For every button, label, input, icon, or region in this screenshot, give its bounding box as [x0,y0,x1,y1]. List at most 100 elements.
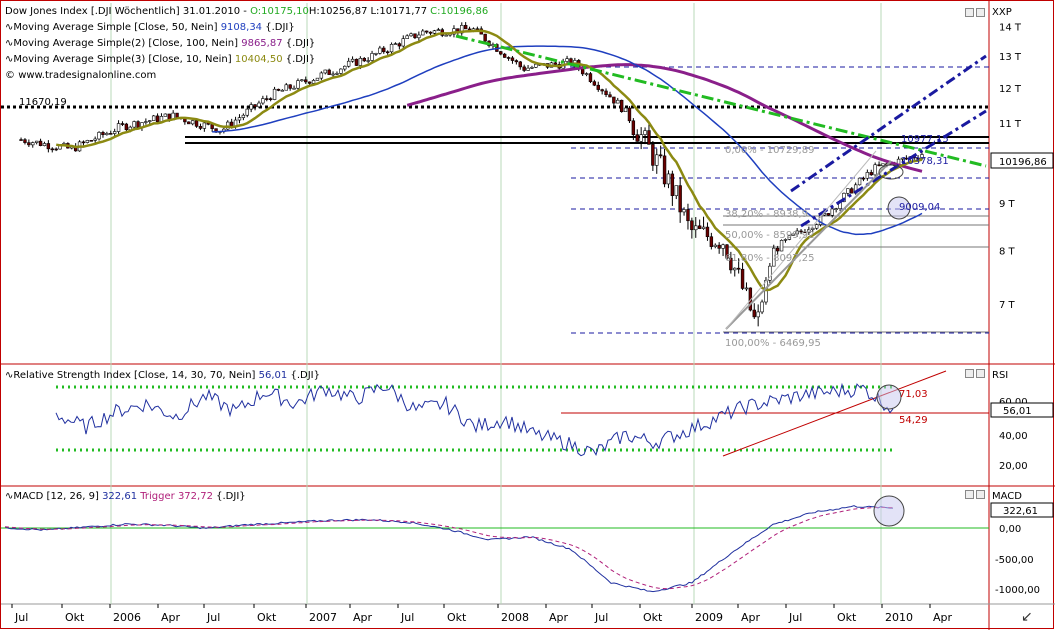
candle-body [27,142,31,146]
resize-arrow-icon[interactable]: ↙ [1021,609,1033,625]
header-open: O:10175,10 [250,6,309,17]
candle-body [296,80,300,89]
candle-body [124,123,129,131]
main-panel-close-button[interactable] [976,8,985,17]
fib-500-label: 50,00% - 8599,92 [725,230,814,241]
macd-panel-close-button[interactable] [976,490,985,499]
candle-body [421,30,425,36]
candle-body [873,164,877,176]
candle-body [522,66,526,71]
candle-body [307,81,312,84]
macd-panel-minimize-button[interactable] [965,490,974,499]
candle-body [811,227,815,230]
main-y-tick: 14 T [999,22,1022,33]
x-axis-label: Apr [549,611,569,624]
candle-body [869,172,873,176]
main-header: Dow Jones Index [.DJI Wöchentlich] 31.01… [5,6,488,81]
rsi-line [55,382,894,457]
ma50-label: Moving Average Simple [Close, 50, Nein] [13,22,217,33]
candle-body [253,104,257,108]
macd-header: ∿MACD [12, 26, 9] 322,61 Trigger 372,72 … [5,491,246,502]
candle-body [284,84,288,91]
candle-body [444,34,448,37]
x-axis-label: Apr [353,611,373,624]
candle-body [136,121,140,128]
candle-body [120,123,125,125]
candle-body [81,141,86,144]
candle-body [155,115,160,123]
macd-axis-title: MACD [992,491,1022,502]
candle-body [670,173,675,196]
candle-body [779,240,784,252]
x-axis-label: Okt [257,611,277,624]
candle-body [272,88,277,100]
candle-body [635,134,639,142]
macd-highlight-circle [873,495,905,527]
candle-body [756,311,760,318]
rsi-panel-minimize-button[interactable] [965,369,974,378]
candle-body [46,143,51,150]
candle-body [144,121,148,123]
main-panel-minimize-button[interactable] [965,8,974,17]
candle-body [109,133,113,135]
x-axis-label: Okt [837,611,857,624]
value-10378-label: 10378,31 [901,156,949,167]
main-y-tick: 11 T [999,119,1022,130]
macd-tick-500: -500,00 [995,555,1034,566]
channel-bottom-line [800,109,987,228]
x-axis-label: Apr [741,611,761,624]
rsi-header-label: Relative Strength Index [Close, 14, 30, … [13,370,255,381]
candle-body [506,57,511,59]
candle-body [596,84,600,90]
fib-100-label: 100,00% - 6469,95 [725,338,821,349]
candle-body [814,224,819,229]
x-axis-label: Jul [206,611,220,624]
rsi-tick-40: 40,00 [999,431,1028,442]
candle-body [900,157,905,160]
candle-body [385,51,390,54]
candle-body [658,154,663,157]
svg-text:∿Moving Average Simple(2) [Clo: ∿Moving Average Simple(2) [Close, 100, N… [5,38,315,49]
last-price-box [990,152,1054,169]
candle-body [740,268,745,289]
main-y-tick: 7 T [999,300,1016,311]
candle-body [112,131,117,134]
candle-body [382,47,386,53]
rsi-header-value: 56,01 [259,370,288,381]
rsi-trend-line [722,370,947,457]
candle-body [729,257,733,271]
candle-body [846,188,850,194]
value-9009-label: 9009,04 [899,202,940,213]
candle-body [803,231,807,233]
candle-body [631,120,636,135]
level-lines [1,66,989,334]
ma100-label: Moving Average Simple(2) [Close, 100, Ne… [13,38,238,49]
candle-body [187,121,191,125]
candle-body [592,81,597,86]
candle-body [682,209,686,213]
ma100-value: 9865,87 [241,38,282,49]
rsi-header-suffix: {.DJI} [290,370,320,381]
rsi-panel: 71,03 54,29 RSI 60,00 40,00 20,00 56,01 [55,370,1054,472]
x-axis-label: Apr [161,611,181,624]
rsi-last-label: 56,01 [1003,406,1032,417]
candle-body [436,29,441,32]
header-close: C:10196,86 [430,6,488,17]
ma50-value: 9108,34 [221,22,262,33]
rsi-panel-close-button[interactable] [976,369,985,378]
x-axis-label: Okt [65,611,85,624]
candle-body [674,185,678,196]
candle-body [323,69,327,74]
candle-body [370,53,374,61]
candle-body [116,123,121,132]
main-y-tick: 9 T [999,199,1016,210]
candle-body [877,164,881,167]
candle-body [534,63,538,68]
candle-body [343,65,347,70]
candle-body [194,120,199,127]
candle-body [612,96,616,104]
candle-body [229,121,234,127]
candle-body [339,68,343,74]
x-axis-label: Jul [594,611,608,624]
